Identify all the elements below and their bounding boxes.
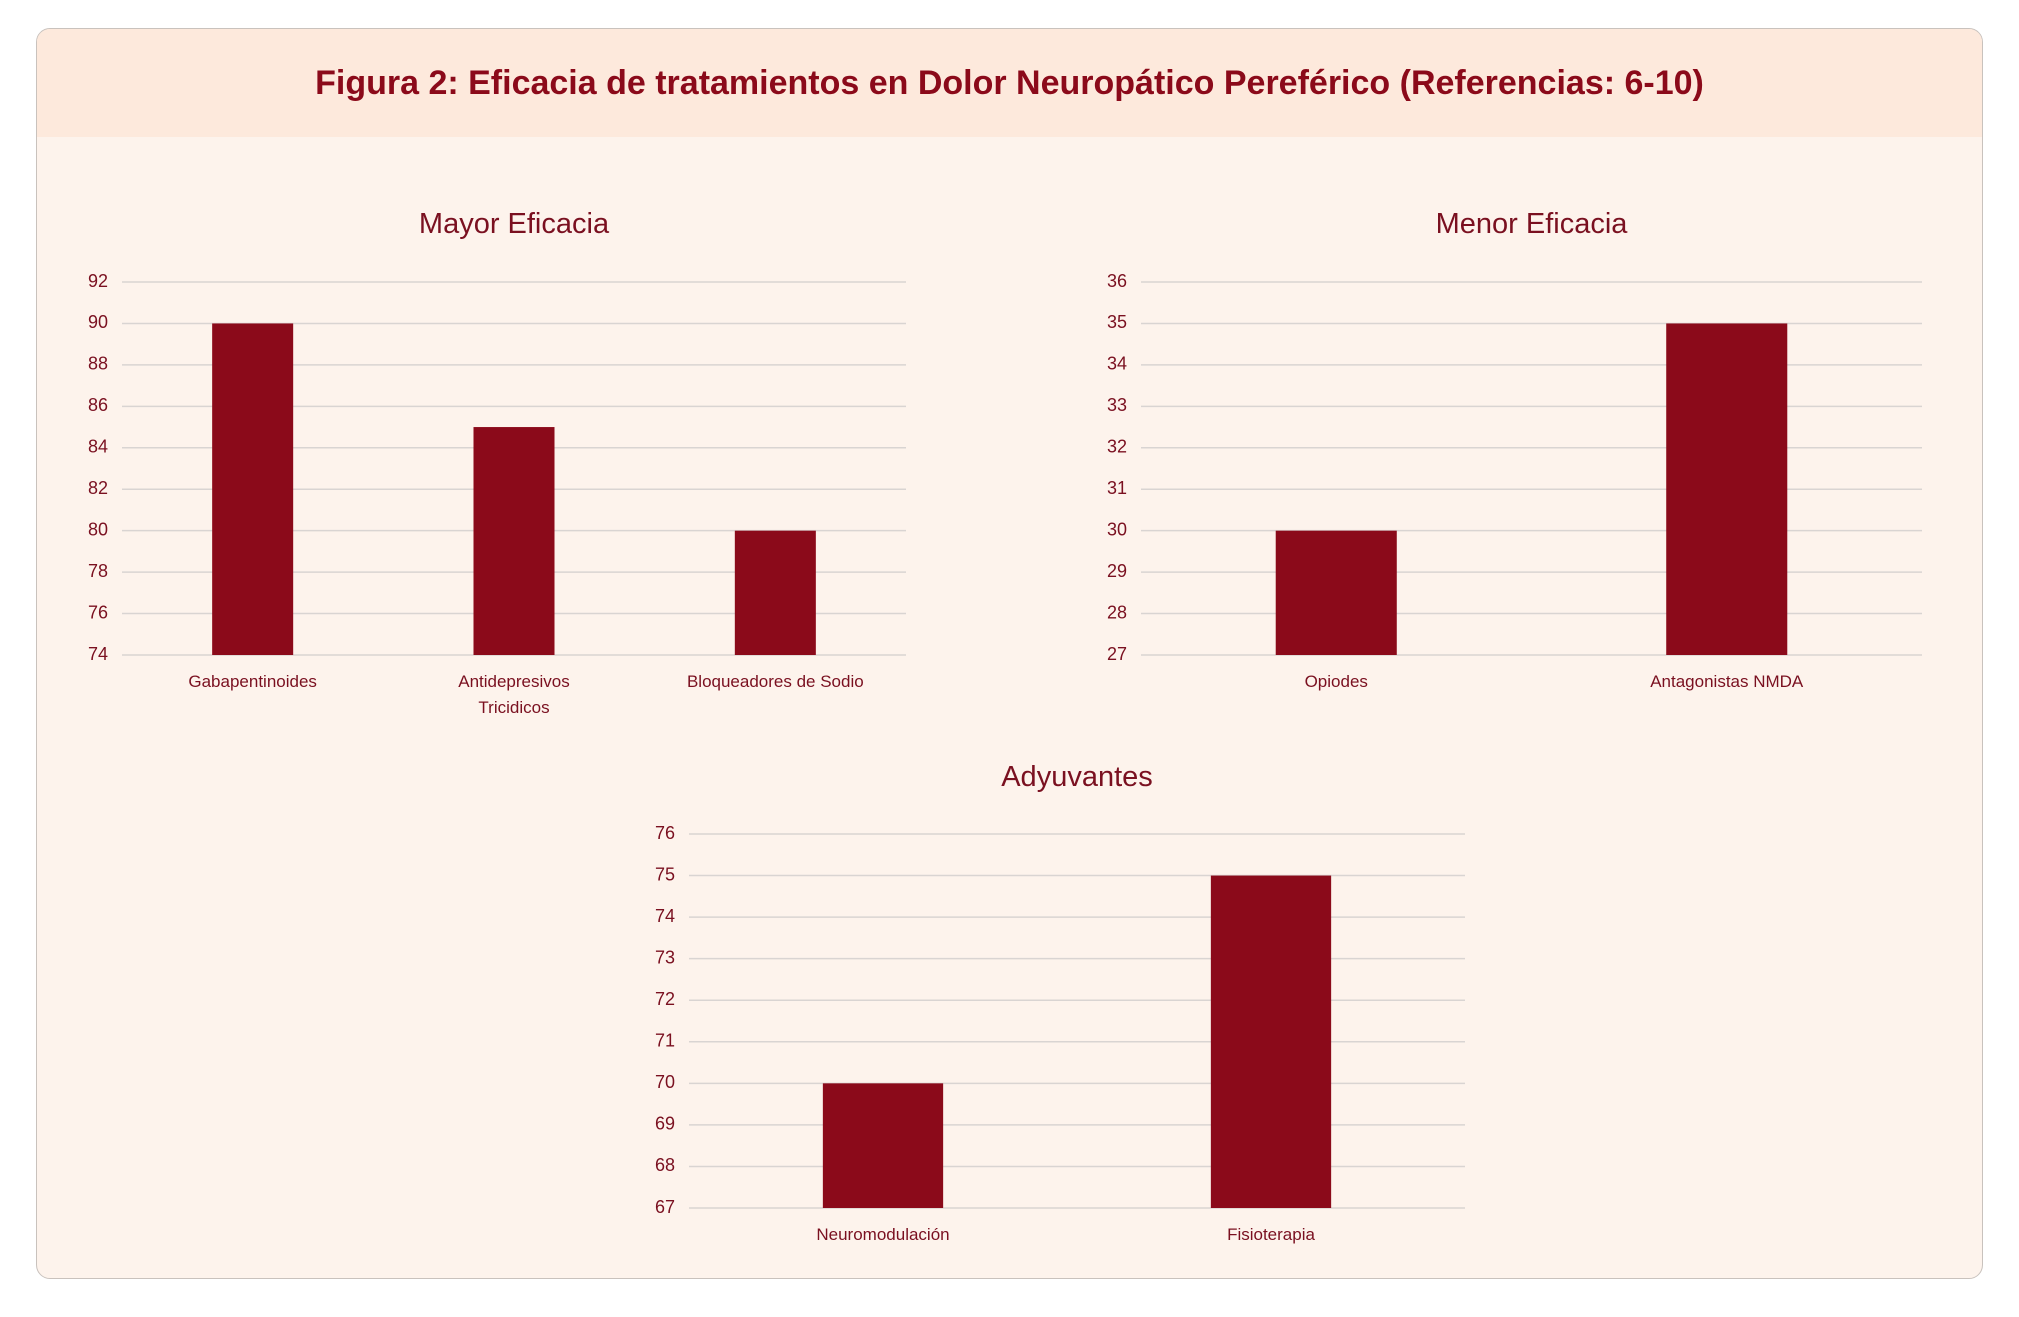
y-tick-label: 31 <box>1107 478 1127 498</box>
y-tick-label: 88 <box>88 354 108 374</box>
y-tick-label: 30 <box>1107 519 1127 539</box>
bar <box>734 530 816 655</box>
y-tick-label: 33 <box>1107 395 1127 415</box>
figure-title: Figura 2: Eficacia de tratamientos en Do… <box>37 29 1982 137</box>
y-tick-label: 32 <box>1107 437 1127 457</box>
bar <box>1210 875 1332 1208</box>
bar <box>212 323 294 655</box>
y-tick-label: 74 <box>88 644 108 664</box>
x-tick-label: Antidepresivos Tricidicos <box>458 672 570 717</box>
y-tick-label: 76 <box>88 602 108 622</box>
y-tick-label: 29 <box>1107 561 1127 581</box>
y-tick-label: 73 <box>655 947 675 967</box>
x-tick-label: Antagonistas NMDA <box>1650 672 1804 691</box>
chart-title: Menor Eficacia <box>1436 208 1629 240</box>
y-tick-label: 86 <box>88 395 108 415</box>
bar <box>1275 530 1397 655</box>
y-tick-label: 70 <box>655 1072 675 1092</box>
x-tick-label: Opiodes <box>1304 672 1368 691</box>
y-tick-label: 84 <box>88 437 108 457</box>
y-tick-label: 80 <box>88 519 108 539</box>
y-tick-label: 82 <box>88 478 108 498</box>
y-tick-label: 67 <box>655 1197 675 1217</box>
figure-card: Figura 2: Eficacia de tratamientos en Do… <box>36 28 1983 1279</box>
y-tick-label: 76 <box>655 823 675 843</box>
bar <box>473 427 555 655</box>
chart-title: Adyuvantes <box>1001 761 1153 793</box>
y-tick-label: 35 <box>1107 312 1127 332</box>
y-tick-label: 78 <box>88 561 108 581</box>
x-tick-label: Fisioterapia <box>1227 1225 1315 1244</box>
y-tick-label: 71 <box>655 1031 675 1051</box>
bar <box>1666 323 1788 655</box>
y-tick-label: 34 <box>1107 354 1127 374</box>
y-tick-label: 69 <box>655 1114 675 1134</box>
y-tick-label: 74 <box>655 906 675 926</box>
y-tick-label: 27 <box>1107 644 1127 664</box>
y-tick-label: 36 <box>1107 271 1127 291</box>
x-tick-label: Neuromodulación <box>816 1225 950 1244</box>
chart-title: Mayor Eficacia <box>419 208 610 240</box>
x-tick-label: Bloqueadores de Sodio <box>686 672 864 691</box>
y-tick-label: 92 <box>88 271 108 291</box>
y-tick-label: 72 <box>655 989 675 1009</box>
y-tick-label: 68 <box>655 1155 675 1175</box>
x-tick-label: Gabapentinoides <box>188 672 317 691</box>
y-tick-label: 90 <box>88 312 108 332</box>
y-tick-label: 75 <box>655 864 675 884</box>
bar <box>822 1083 944 1208</box>
y-tick-label: 28 <box>1107 602 1127 622</box>
